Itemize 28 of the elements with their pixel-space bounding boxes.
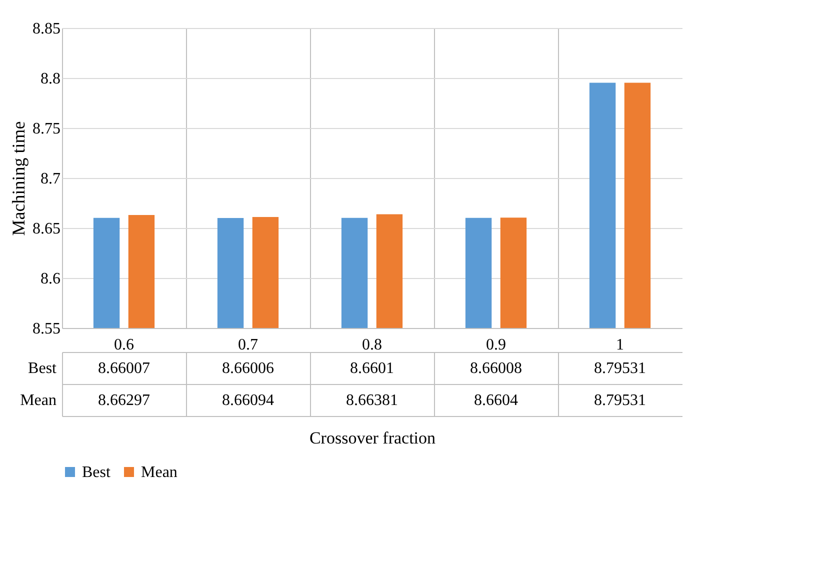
y-tick-label: 8.6	[40, 270, 60, 288]
x-tick-label: 0.7	[238, 336, 258, 354]
data-label: 8.66007	[98, 360, 150, 377]
data-label: 8.66094	[222, 392, 274, 409]
x-tick-label: 1	[616, 336, 624, 354]
y-axis-title: Machining time	[8, 121, 28, 236]
y-tick-label: 8.55	[32, 320, 60, 338]
data-label: 8.66006	[222, 360, 274, 377]
data-label: 8.6604	[474, 392, 518, 409]
text: Mean	[20, 392, 56, 409]
data-label: 8.66381	[346, 392, 398, 409]
x-tick-label: 0.9	[486, 336, 506, 354]
legend-label: Best	[82, 464, 111, 481]
data-label: 8.6601	[350, 360, 394, 377]
y-tick-label: 8.7	[40, 170, 60, 188]
legend-label: Mean	[141, 464, 178, 481]
y-tick-label: 8.8	[40, 70, 60, 88]
data-label: 8.66297	[98, 392, 150, 409]
y-tick-label: 8.75	[32, 120, 60, 138]
text: Best	[28, 360, 56, 377]
x-tick-label: 0.6	[114, 336, 134, 354]
data-label: 8.79531	[594, 360, 646, 377]
y-tick-label: 8.85	[32, 20, 60, 38]
x-axis-title: Crossover fraction	[309, 428, 436, 448]
y-tick-label: 8.65	[32, 220, 60, 238]
x-tick-label: 0.8	[362, 336, 382, 354]
data-label: 8.66008	[470, 360, 522, 377]
data-label: 8.79531	[594, 392, 646, 409]
